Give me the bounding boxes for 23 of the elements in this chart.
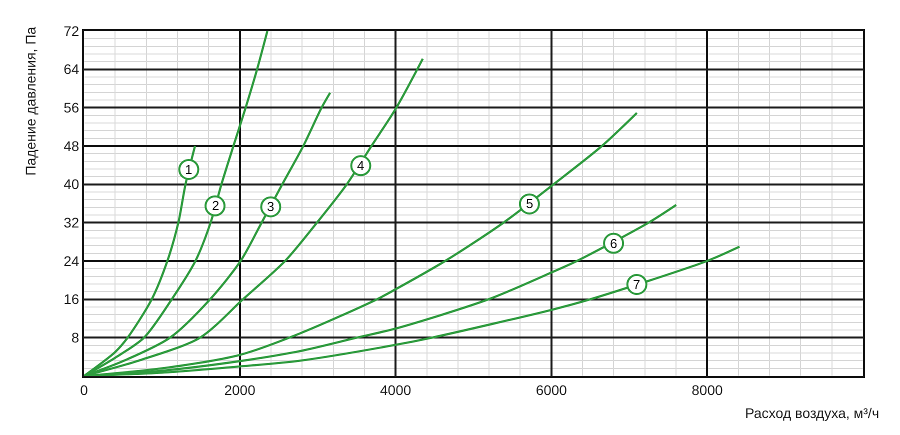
x-tick-label: 8000 <box>692 382 723 398</box>
y-tick-label: 24 <box>64 252 80 269</box>
y-tick-label: 72 <box>64 22 80 39</box>
annotation: 3 <box>267 199 274 214</box>
y-tick-label: 8 <box>71 330 80 346</box>
y-axis-title: Падение давления, Па <box>22 26 38 176</box>
annotation: 2 <box>212 198 220 213</box>
y-tick-label: 32 <box>64 214 80 231</box>
y-tick-label: 40 <box>64 176 80 192</box>
annotation: 5 <box>526 196 534 211</box>
x-tick-label: 0 <box>80 382 88 398</box>
annotation: 7 <box>633 277 640 292</box>
x-tick-label: 6000 <box>536 382 568 398</box>
y-tick-label: 64 <box>64 61 80 78</box>
y-tick-label: 48 <box>64 138 80 154</box>
y-tick-label: 16 <box>64 291 80 308</box>
x-tick-label: 4000 <box>380 382 412 398</box>
x-tick-label: 2000 <box>224 382 256 398</box>
x-axis-title: Расход воздуха, м³/ч <box>745 405 880 421</box>
annotation: 1 <box>185 162 192 177</box>
y-tick-label: 56 <box>64 100 80 116</box>
annotation: 4 <box>357 158 364 173</box>
annotation: 6 <box>610 236 618 251</box>
